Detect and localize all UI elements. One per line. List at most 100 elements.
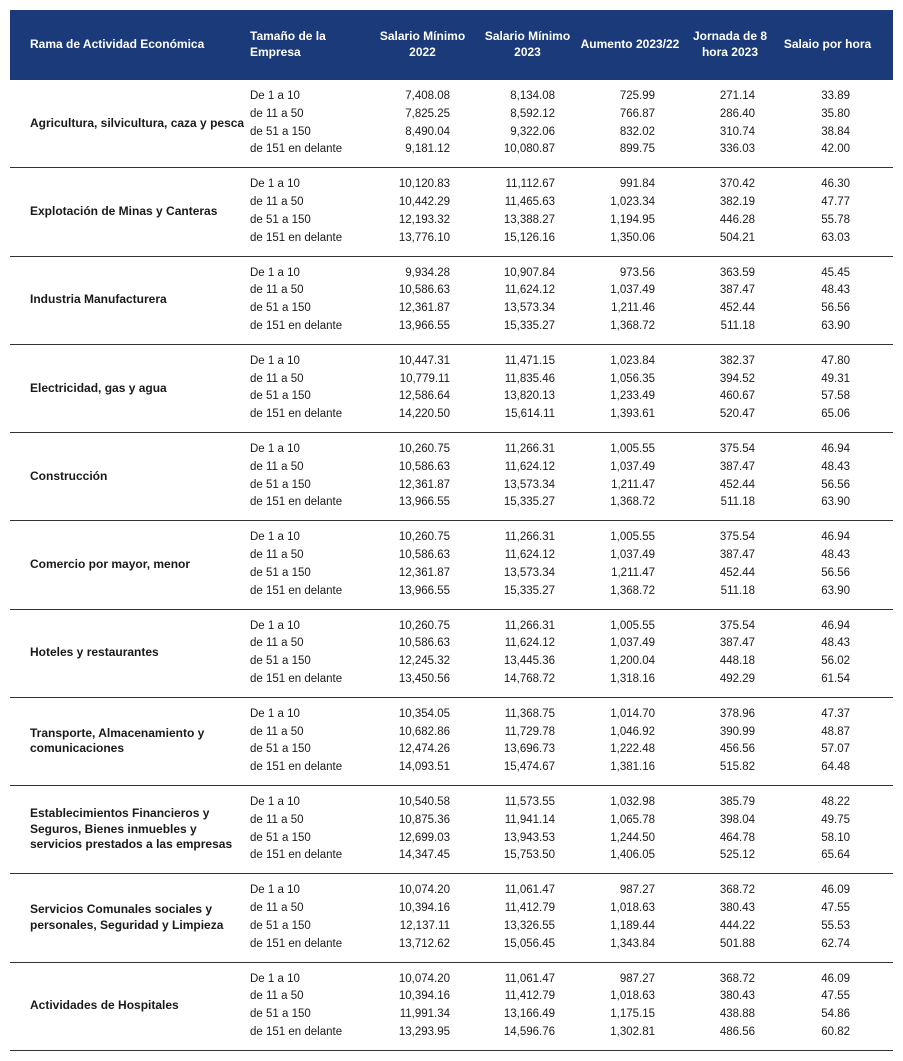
cell-aumento: 1,189.44 <box>580 918 680 936</box>
cell-aumento: 1,211.47 <box>580 477 680 495</box>
cell-sal2023: 11,729.78 <box>475 724 580 742</box>
rama-cell: Agricultura, silvicultura, caza y pesca <box>10 88 250 159</box>
table-row: de 151 en delante13,966.5515,335.271,368… <box>250 494 893 512</box>
cell-hora: 46.94 <box>780 441 875 459</box>
cell-sal2023: 11,412.79 <box>475 988 580 1006</box>
cell-tamano: De 1 a 10 <box>250 88 370 106</box>
table-row: de 11 a 507,825.258,592.12766.87286.4035… <box>250 106 893 124</box>
cell-tamano: de 11 a 50 <box>250 900 370 918</box>
cell-jornada: 492.29 <box>680 671 780 689</box>
rows-cell: De 1 a 109,934.2810,907.84973.56363.5945… <box>250 265 893 336</box>
cell-sal2022: 10,447.31 <box>370 353 475 371</box>
cell-jornada: 504.21 <box>680 230 780 248</box>
cell-aumento: 1,318.16 <box>580 671 680 689</box>
cell-sal2022: 10,586.63 <box>370 547 475 565</box>
cell-hora: 47.55 <box>780 988 875 1006</box>
cell-jornada: 486.56 <box>680 1024 780 1042</box>
table-row: de 51 a 1508,490.049,322.06832.02310.743… <box>250 124 893 142</box>
cell-sal2023: 15,335.27 <box>475 583 580 601</box>
cell-tamano: de 151 en delante <box>250 847 370 865</box>
cell-tamano: De 1 a 10 <box>250 529 370 547</box>
cell-aumento: 1,023.84 <box>580 353 680 371</box>
cell-jornada: 385.79 <box>680 794 780 812</box>
salary-table: Rama de Actividad Económica Tamaño de la… <box>10 10 893 1051</box>
cell-jornada: 382.37 <box>680 353 780 371</box>
cell-jornada: 375.54 <box>680 441 780 459</box>
cell-tamano: De 1 a 10 <box>250 353 370 371</box>
cell-hora: 64.48 <box>780 759 875 777</box>
cell-aumento: 1,037.49 <box>580 282 680 300</box>
cell-sal2022: 10,260.75 <box>370 618 475 636</box>
rows-cell: De 1 a 1010,354.0511,368.751,014.70378.9… <box>250 706 893 777</box>
cell-sal2023: 11,624.12 <box>475 282 580 300</box>
cell-aumento: 1,368.72 <box>580 318 680 336</box>
header-tamano: Tamaño de la Empresa <box>250 29 370 60</box>
cell-aumento: 1,302.81 <box>580 1024 680 1042</box>
cell-aumento: 973.56 <box>580 265 680 283</box>
cell-aumento: 899.75 <box>580 141 680 159</box>
cell-jornada: 444.22 <box>680 918 780 936</box>
cell-sal2022: 12,361.87 <box>370 477 475 495</box>
cell-jornada: 336.03 <box>680 141 780 159</box>
table-row: de 151 en delante9,181.1210,080.87899.75… <box>250 141 893 159</box>
rama-cell: Construcción <box>10 441 250 512</box>
cell-jornada: 501.88 <box>680 936 780 954</box>
cell-hora: 46.94 <box>780 618 875 636</box>
cell-hora: 48.87 <box>780 724 875 742</box>
cell-sal2023: 11,061.47 <box>475 971 580 989</box>
table-row: De 1 a 1010,260.7511,266.311,005.55375.5… <box>250 441 893 459</box>
cell-jornada: 387.47 <box>680 459 780 477</box>
rama-cell: Comercio por mayor, menor <box>10 529 250 600</box>
cell-sal2022: 10,540.58 <box>370 794 475 812</box>
cell-sal2023: 10,080.87 <box>475 141 580 159</box>
cell-sal2022: 12,586.64 <box>370 388 475 406</box>
cell-hora: 56.56 <box>780 477 875 495</box>
cell-aumento: 1,018.63 <box>580 900 680 918</box>
cell-hora: 48.43 <box>780 547 875 565</box>
cell-aumento: 1,368.72 <box>580 583 680 601</box>
cell-sal2023: 11,941.14 <box>475 812 580 830</box>
cell-sal2022: 10,394.16 <box>370 900 475 918</box>
cell-sal2023: 10,907.84 <box>475 265 580 283</box>
table-row: de 11 a 5010,442.2911,465.631,023.34382.… <box>250 194 893 212</box>
cell-aumento: 1,005.55 <box>580 529 680 547</box>
cell-sal2023: 8,592.12 <box>475 106 580 124</box>
cell-hora: 58.10 <box>780 830 875 848</box>
cell-tamano: de 11 a 50 <box>250 282 370 300</box>
cell-hora: 56.02 <box>780 653 875 671</box>
cell-sal2023: 13,573.34 <box>475 477 580 495</box>
cell-jornada: 452.44 <box>680 300 780 318</box>
cell-jornada: 460.67 <box>680 388 780 406</box>
table-row: de 51 a 15012,245.3213,445.361,200.04448… <box>250 653 893 671</box>
cell-aumento: 1,194.95 <box>580 212 680 230</box>
cell-sal2023: 13,326.55 <box>475 918 580 936</box>
cell-sal2022: 10,120.83 <box>370 176 475 194</box>
cell-hora: 65.06 <box>780 406 875 424</box>
cell-sal2022: 14,093.51 <box>370 759 475 777</box>
table-row: de 11 a 5010,682.8611,729.781,046.92390.… <box>250 724 893 742</box>
cell-sal2022: 10,682.86 <box>370 724 475 742</box>
cell-jornada: 368.72 <box>680 882 780 900</box>
table-row: de 11 a 5010,586.6311,624.121,037.49387.… <box>250 547 893 565</box>
cell-aumento: 991.84 <box>580 176 680 194</box>
cell-jornada: 390.99 <box>680 724 780 742</box>
cell-sal2022: 13,712.62 <box>370 936 475 954</box>
cell-sal2022: 13,966.55 <box>370 318 475 336</box>
header-jornada: Jornada de 8 hora 2023 <box>680 29 780 60</box>
cell-sal2023: 13,820.13 <box>475 388 580 406</box>
cell-sal2022: 9,934.28 <box>370 265 475 283</box>
cell-aumento: 1,065.78 <box>580 812 680 830</box>
cell-jornada: 520.47 <box>680 406 780 424</box>
cell-aumento: 766.87 <box>580 106 680 124</box>
cell-jornada: 380.43 <box>680 900 780 918</box>
cell-tamano: de 151 en delante <box>250 141 370 159</box>
cell-sal2023: 11,266.31 <box>475 618 580 636</box>
cell-tamano: de 51 a 150 <box>250 565 370 583</box>
table-row: De 1 a 1010,354.0511,368.751,014.70378.9… <box>250 706 893 724</box>
table-row: de 11 a 5010,875.3611,941.141,065.78398.… <box>250 812 893 830</box>
cell-sal2022: 12,361.87 <box>370 300 475 318</box>
cell-aumento: 1,244.50 <box>580 830 680 848</box>
rama-cell: Transporte, Almacenamiento y comunicacio… <box>10 706 250 777</box>
cell-jornada: 310.74 <box>680 124 780 142</box>
cell-jornada: 511.18 <box>680 318 780 336</box>
